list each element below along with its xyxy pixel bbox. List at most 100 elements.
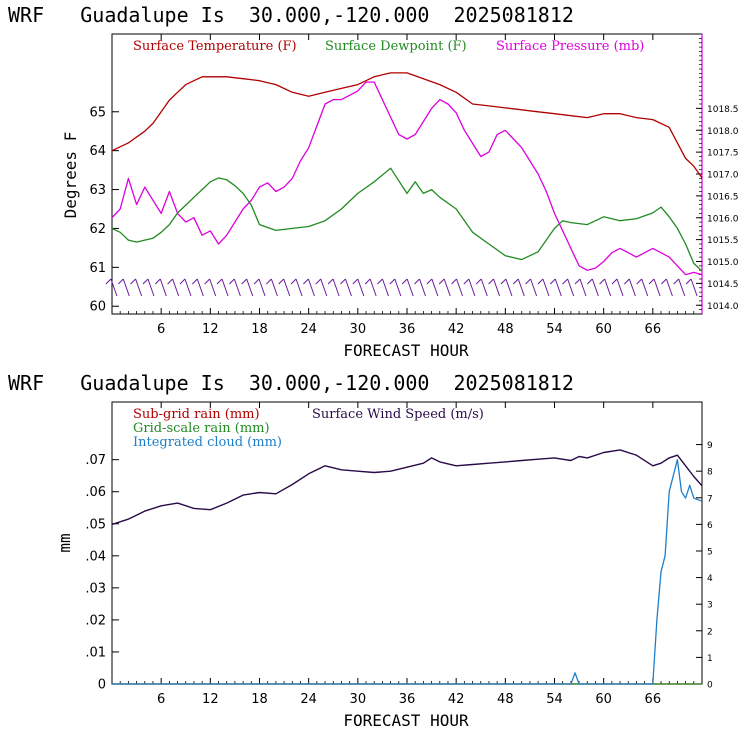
wind-barb-staff	[604, 278, 612, 297]
x-tick-label: 30	[350, 322, 367, 337]
wind-barb-flag	[167, 278, 173, 285]
wind-barb	[229, 278, 241, 297]
wind-barb-staff	[270, 278, 278, 297]
integrated-cloud-line	[112, 459, 703, 685]
wind-barb-flag	[648, 278, 655, 285]
wind-barb-staff	[641, 278, 649, 297]
y-tick-label: .07	[85, 453, 106, 468]
y-tick-label: .05	[85, 517, 106, 532]
pressure-line	[111, 81, 703, 276]
wind-barb-flag	[475, 278, 482, 285]
wind-barb-staff	[505, 278, 513, 297]
wind-barb-flag	[229, 278, 235, 285]
wind-barb-flag	[599, 278, 606, 285]
wind-barb-flag	[315, 278, 322, 285]
wind-barb-staff	[665, 278, 673, 297]
wind-barb	[105, 278, 118, 297]
legend-integrated-cloud: Integrated cloud (mm)	[133, 435, 282, 450]
y-tick-label: 62	[89, 222, 106, 237]
x-tick-label: 6	[157, 692, 165, 707]
wind-barb	[401, 278, 414, 297]
wind-barb-staff	[431, 278, 439, 297]
wind-barb	[117, 278, 130, 297]
wind-barb	[389, 278, 402, 297]
wind-barb-flag	[673, 278, 680, 285]
wind-barb	[537, 278, 550, 297]
wind-barb-staff	[233, 278, 241, 297]
y2-tick-label: 1014.5	[707, 280, 739, 290]
wind-barb-flag	[364, 278, 371, 285]
temperature-chart: WRF Guadalupe Is 30.000,-120.000 2025081…	[8, 3, 739, 360]
wind-barb-flag	[216, 278, 223, 285]
wind-barb	[661, 278, 673, 297]
y-tick-label: 65	[89, 105, 106, 120]
wind-barb-flag	[142, 278, 149, 285]
wind-barb-staff	[678, 278, 686, 297]
wind-barb-staff	[307, 278, 315, 297]
wind-barb-staff	[480, 278, 488, 297]
wind-barb-flag	[426, 278, 433, 285]
wind-barb-staff	[406, 278, 414, 297]
wind-barb	[327, 278, 340, 297]
wind-barb-flag	[204, 278, 211, 285]
wind-barb-staff	[209, 278, 217, 297]
x-tick-label: 66	[645, 692, 662, 707]
wind-barb	[525, 278, 538, 297]
wind-barb	[599, 278, 612, 297]
top-chart-title: WRF Guadalupe Is 30.000,-120.000 2025081…	[8, 3, 574, 27]
legend-dewpoint: Surface Dewpoint (F)	[325, 39, 467, 54]
bottom-x-axis-label: FORECAST HOUR	[343, 711, 469, 730]
wind-barb-staff	[616, 278, 624, 297]
x-tick-label: 18	[251, 692, 268, 707]
wind-barb-staff	[184, 278, 192, 297]
wind-barb	[586, 278, 599, 297]
y2-tick-label: 2	[707, 627, 713, 637]
wind-barb	[648, 278, 661, 297]
wind-barb-flag	[241, 278, 248, 285]
y2-tick-label: 8	[707, 468, 713, 478]
wind-barb-staff	[332, 278, 340, 297]
y-tick-label: 64	[89, 144, 106, 159]
wind-barb-staff	[493, 278, 501, 297]
wind-barb	[685, 278, 698, 297]
wind-barb	[253, 278, 266, 297]
x-tick-label: 30	[350, 692, 367, 707]
wind-barb-staff	[554, 278, 562, 297]
y-tick-label: 0	[98, 678, 106, 693]
wind-barb	[377, 278, 389, 297]
wind-barb-staff	[320, 278, 328, 297]
wind-barb-flag	[352, 278, 359, 285]
bottom-y-axis-label: mm	[55, 533, 74, 552]
x-tick-label: 42	[448, 692, 465, 707]
wind-barb-flag	[463, 278, 470, 285]
wind-barb-staff	[456, 278, 464, 297]
wind-barb	[191, 278, 204, 297]
y2-tick-label: 1017.0	[707, 171, 739, 181]
legend-pressure: Surface Pressure (mb)	[496, 39, 644, 54]
x-tick-label: 60	[595, 322, 612, 337]
wind-barb	[549, 278, 562, 297]
wind-barb-flag	[191, 278, 198, 285]
wind-barb	[315, 278, 328, 297]
wind-barb	[278, 278, 291, 297]
y2-tick-label: 7	[707, 494, 713, 504]
wind-barb-flag	[340, 278, 346, 285]
wind-barb-staff	[258, 278, 266, 297]
y-tick-label: .06	[85, 485, 106, 500]
wind-barb-flag	[438, 278, 445, 285]
legend-subgrid-rain: Sub-grid rain (mm)	[133, 407, 260, 422]
wind-barb-flag	[624, 278, 630, 285]
wind-barb	[611, 278, 624, 297]
wind-barb-staff	[246, 278, 254, 297]
y-tick-label: .04	[85, 549, 106, 564]
bottom-chart-title: WRF Guadalupe Is 30.000,-120.000 2025081…	[8, 371, 574, 395]
wind-barb	[414, 278, 426, 297]
wind-barb	[463, 278, 476, 297]
wind-barb-flag	[611, 278, 618, 285]
y2-tick-label: 1016.5	[707, 192, 739, 202]
x-tick-label: 60	[595, 692, 612, 707]
x-tick-label: 36	[399, 322, 416, 337]
wind-barb-staff	[122, 278, 130, 297]
wind-barb-staff	[628, 278, 636, 297]
